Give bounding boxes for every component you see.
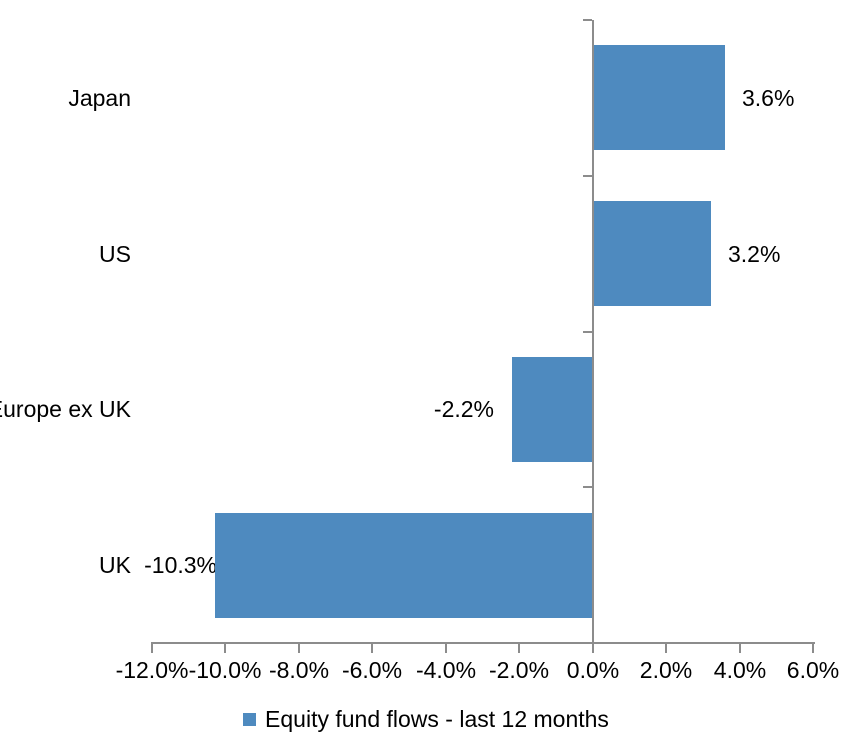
data-label-japan: 3.6% (742, 85, 795, 111)
x-tick-label: -12.0% (115, 657, 189, 683)
x-tick-label: 4.0% (713, 657, 767, 683)
legend-label: Equity fund flows - last 12 months (265, 706, 609, 732)
bar-japan (594, 45, 725, 150)
x-tick-label: -8.0% (268, 657, 330, 683)
category-label-europe-ex-uk: Europe ex UK (0, 396, 131, 422)
y-axis-tick (583, 175, 592, 177)
x-tick-label: -10.0% (188, 657, 262, 683)
x-axis-tick (812, 642, 814, 653)
y-axis-tick (583, 486, 592, 488)
legend-swatch-icon (243, 712, 257, 726)
x-tick-label: -2.0% (488, 657, 550, 683)
x-axis-tick (518, 642, 520, 653)
x-tick-label: -4.0% (415, 657, 477, 683)
category-label-us: US (99, 241, 131, 267)
x-axis-tick (298, 642, 300, 653)
x-tick-label: 0.0% (566, 657, 620, 683)
x-axis-tick (739, 642, 741, 653)
x-axis-tick (371, 642, 373, 653)
bar-us (594, 201, 711, 306)
category-label-japan: Japan (68, 85, 131, 111)
y-axis-tick (583, 331, 592, 333)
zero-axis-line (592, 20, 594, 643)
x-axis-line (152, 642, 815, 644)
x-axis-tick (224, 642, 226, 653)
x-tick-label: 6.0% (786, 657, 840, 683)
legend: Equity fund flows - last 12 months (0, 706, 852, 732)
x-axis-tick (151, 642, 153, 653)
bar-europe-ex-uk (512, 357, 592, 462)
x-tick-label: 2.0% (639, 657, 693, 683)
x-tick-label: -6.0% (341, 657, 403, 683)
category-label-uk: UK (99, 552, 131, 578)
y-axis-tick (583, 19, 592, 21)
data-label-us: 3.2% (728, 241, 781, 267)
bar-uk (215, 513, 592, 618)
x-axis-tick (592, 642, 594, 653)
x-axis-tick (445, 642, 447, 653)
x-axis-tick (665, 642, 667, 653)
data-label-europe-ex-uk: -2.2% (433, 396, 494, 422)
data-label-uk: -10.3% (144, 552, 217, 578)
